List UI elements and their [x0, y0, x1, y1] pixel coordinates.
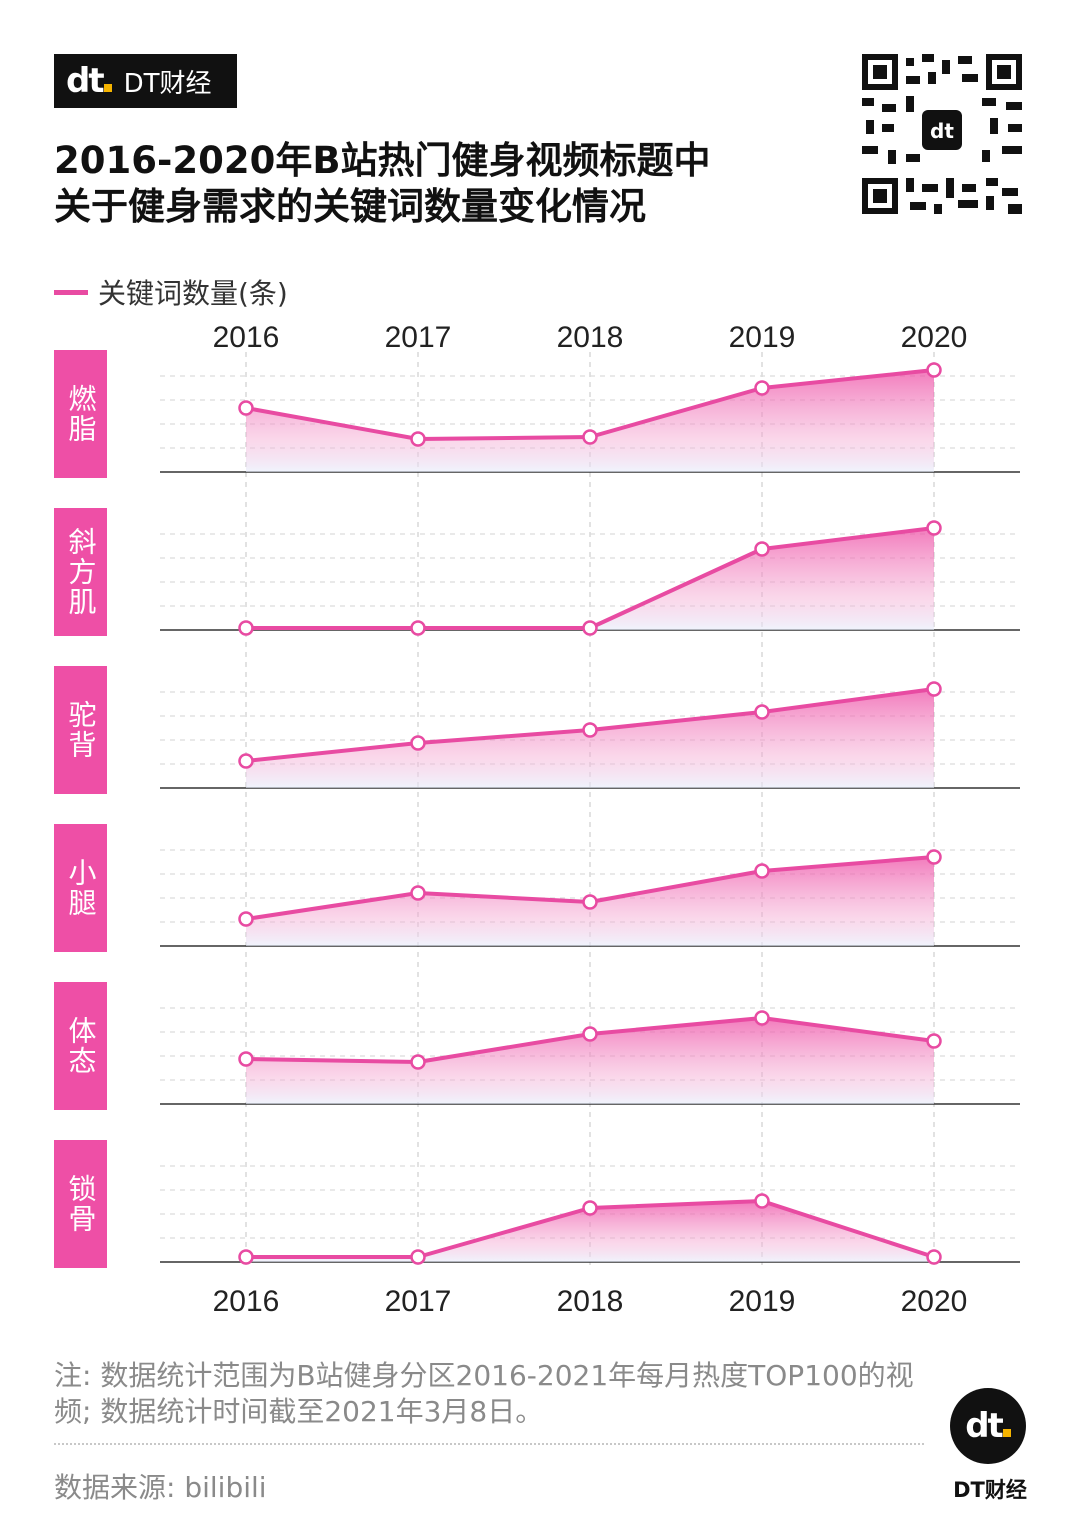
data-point [582, 1026, 598, 1042]
category-label: 小腿 [54, 824, 107, 952]
data-point [926, 362, 942, 378]
chart-title-line1: 2016-2020年B站热门健身视频标题中 [54, 139, 711, 182]
series-area-体态 [246, 1018, 934, 1104]
data-point [410, 1054, 426, 1070]
brand-logo-icon: dt [66, 61, 112, 101]
data-source: 数据来源: bilibili [54, 1471, 267, 1504]
data-point [926, 520, 942, 536]
data-point [926, 1249, 942, 1265]
series-area-小腿 [246, 857, 934, 946]
data-point [238, 620, 254, 636]
x-tick-label-bottom: 2016 [213, 1285, 280, 1318]
data-point [238, 1051, 254, 1067]
data-point [410, 735, 426, 751]
x-tick-label-top: 2020 [901, 321, 968, 354]
data-point [754, 1010, 770, 1026]
data-point [238, 1249, 254, 1265]
category-label: 斜方肌 [54, 508, 107, 636]
svg-text:dt: dt [930, 119, 954, 143]
data-point [926, 849, 942, 865]
data-point [754, 541, 770, 557]
data-point [238, 753, 254, 769]
brand-name: DT财经 [123, 68, 212, 99]
x-tick-label-top: 2017 [385, 321, 452, 354]
x-tick-label-top: 2019 [729, 321, 796, 354]
data-point [754, 1193, 770, 1209]
footer-logo-icon: dt [950, 1388, 1026, 1464]
data-point [238, 911, 254, 927]
x-tick-label-bottom: 2018 [557, 1285, 624, 1318]
divider [54, 1443, 924, 1445]
category-label: 燃脂 [54, 350, 107, 478]
series-area-锁骨 [246, 1201, 934, 1262]
data-point [582, 429, 598, 445]
brand-badge: dt DT财经 [54, 54, 237, 108]
data-point [582, 620, 598, 636]
data-point [582, 894, 598, 910]
footer-logo-name: DT财经 [953, 1478, 1027, 1502]
data-point [410, 885, 426, 901]
data-point [238, 400, 254, 416]
chart-title-line2: 关于健身需求的关键词数量变化情况 [54, 185, 646, 228]
data-point [926, 681, 942, 697]
legend-label: 关键词数量(条) [98, 277, 288, 310]
data-point [410, 431, 426, 447]
data-point [582, 722, 598, 738]
chart-title: 2016-2020年B站热门健身视频标题中 关于健身需求的关键词数量变化情况 [54, 138, 711, 230]
chart-area: 2016 2016 2017 2017 2018 2018 2019 2019 2020 2020 [160, 321, 1020, 1318]
data-point [582, 1200, 598, 1216]
legend: 关键词数量(条) [54, 272, 288, 312]
data-point [410, 1249, 426, 1265]
footnote: 注: 数据统计范围为B站健身分区2016-2021年每月热度TOP100的视频;… [54, 1359, 914, 1428]
x-tick-label-bottom: 2020 [901, 1285, 968, 1318]
x-tick-label-bottom: 2019 [729, 1285, 796, 1318]
data-point [754, 863, 770, 879]
x-tick-label-top: 2016 [213, 321, 280, 354]
category-label: 驼背 [54, 666, 107, 794]
data-point [410, 620, 426, 636]
x-tick-label-bottom: 2017 [385, 1285, 452, 1318]
data-point [754, 704, 770, 720]
data-point [754, 380, 770, 396]
data-point [926, 1033, 942, 1049]
qr-code-icon: dt [862, 54, 1022, 214]
category-label: 锁骨 [54, 1140, 107, 1268]
x-tick-label-top: 2018 [557, 321, 624, 354]
category-label: 体态 [54, 982, 107, 1110]
legend-swatch [54, 289, 88, 295]
